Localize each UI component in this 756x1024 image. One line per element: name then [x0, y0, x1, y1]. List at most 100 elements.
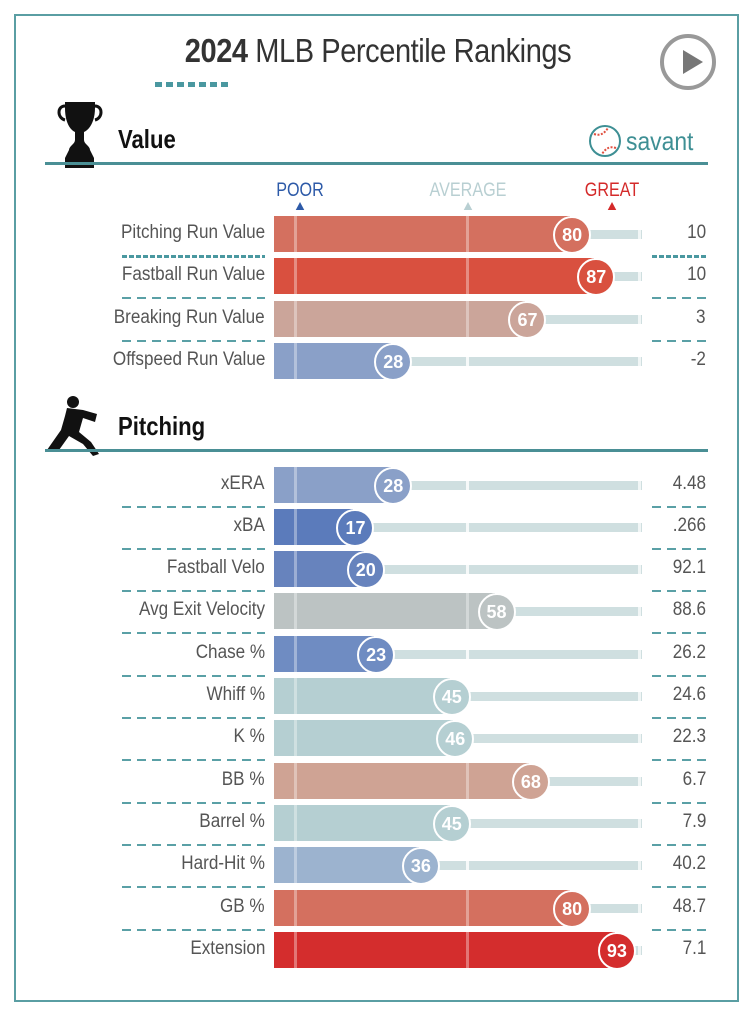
percentile-bar: [274, 847, 469, 883]
metric-label: Avg Exit Velocity: [138, 599, 265, 620]
percentile-badge[interactable]: 58: [477, 593, 516, 631]
metric-label: Chase %: [195, 642, 265, 663]
metric-row: 87 Fastball Run Value 10: [0, 258, 756, 296]
metric-row: 68 BB % 6.7: [0, 763, 756, 801]
row-separator: [122, 255, 265, 258]
metric-label: Hard-Hit %: [181, 853, 265, 874]
percentile-bar: [274, 678, 469, 714]
percentile-badge[interactable]: 23: [357, 636, 396, 674]
metric-row: 45 Barrel % 7.9: [0, 805, 756, 843]
percentile-bar: [274, 890, 571, 926]
row-separator: [122, 632, 265, 634]
metric-label: Whiff %: [206, 684, 265, 705]
metric-value: 10: [686, 264, 706, 285]
percentile-badge[interactable]: 80: [553, 890, 592, 928]
legend-poor-label: POOR: [276, 180, 324, 201]
row-separator: [652, 929, 708, 931]
row-separator: [122, 717, 265, 719]
row-separator: [652, 340, 708, 342]
row-separator: [652, 590, 708, 592]
metric-row: 80 Pitching Run Value 10: [0, 216, 756, 254]
metric-value: 4.48: [672, 473, 706, 494]
card-frame: [14, 14, 739, 1002]
row-separator: [652, 802, 708, 804]
row-separator: [122, 886, 265, 888]
title-underline: [155, 82, 230, 87]
row-separator: [122, 759, 265, 761]
page-title: 2024 MLB Percentile Rankings: [45, 32, 710, 70]
row-separator: [122, 929, 265, 931]
row-separator: [652, 548, 708, 550]
percentile-badge[interactable]: 28: [374, 343, 413, 381]
savant-logo: savant: [588, 124, 703, 158]
percentile-badge[interactable]: 45: [432, 805, 471, 843]
percentile-badge[interactable]: 87: [577, 258, 616, 296]
metric-value: 6.7: [682, 769, 706, 790]
percentile-badge[interactable]: 93: [597, 932, 636, 970]
metric-label: xERA: [221, 473, 265, 494]
row-separator: [122, 802, 265, 804]
metric-label: K %: [233, 726, 265, 747]
percentile-badge[interactable]: 80: [553, 216, 592, 254]
row-separator: [122, 590, 265, 592]
section-title-value: Value: [118, 124, 176, 154]
row-separator: [652, 297, 708, 299]
row-separator: [122, 297, 265, 299]
metric-label: BB %: [222, 769, 265, 790]
row-separator: [652, 675, 708, 677]
legend-great: GREAT: [561, 180, 663, 210]
row-separator: [122, 548, 265, 550]
percentile-badge[interactable]: 20: [346, 551, 385, 589]
percentile-bar: [274, 763, 529, 799]
row-separator: [122, 340, 265, 342]
metric-value: 24.6: [672, 684, 706, 705]
metric-value: 10: [686, 222, 706, 243]
metric-value: 92.1: [672, 557, 706, 578]
metric-row: 28 xERA 4.48: [0, 467, 756, 505]
pitcher-icon: [47, 396, 99, 456]
section-divider: [45, 162, 708, 165]
metric-row: 23 Chase % 26.2: [0, 636, 756, 674]
section-divider: [45, 449, 708, 452]
trophy-icon: [57, 102, 103, 168]
percentile-badge[interactable]: 17: [336, 509, 375, 547]
metric-label: Pitching Run Value: [120, 222, 265, 243]
row-separator: [652, 255, 708, 258]
metric-value: .266: [672, 515, 706, 536]
percentile-badge[interactable]: 36: [401, 847, 440, 885]
legend-average-label: AVERAGE: [429, 180, 507, 201]
metric-row: 46 K % 22.3: [0, 720, 756, 758]
metric-label: xBA: [233, 515, 265, 536]
metric-row: 93 Extension 7.1: [0, 932, 756, 970]
metric-row: 58 Avg Exit Velocity 88.6: [0, 593, 756, 631]
percentile-bar: [274, 932, 615, 968]
poor-marker-icon: [295, 202, 305, 210]
great-marker-icon: [607, 202, 617, 210]
metric-value: 26.2: [672, 642, 706, 663]
title-text: MLB Percentile Rankings: [255, 32, 572, 69]
metric-value: 22.3: [672, 726, 706, 747]
percentile-badge[interactable]: 45: [432, 678, 471, 716]
legend-poor: POOR: [249, 180, 351, 210]
row-separator: [652, 844, 708, 846]
percentile-bar: [274, 720, 469, 756]
row-separator: [652, 506, 708, 508]
percentile-badge[interactable]: 28: [374, 467, 413, 505]
row-separator: [122, 675, 265, 677]
section-title-pitching: Pitching: [118, 411, 206, 441]
row-separator: [652, 886, 708, 888]
metric-row: 45 Whiff % 24.6: [0, 678, 756, 716]
average-marker-icon: [463, 202, 473, 210]
metric-row: 20 Fastball Velo 92.1: [0, 551, 756, 589]
metric-label: GB %: [220, 896, 265, 917]
metric-row: 80 GB % 48.7: [0, 890, 756, 928]
percentile-badge[interactable]: 46: [436, 720, 475, 758]
metric-row: 17 xBA .266: [0, 509, 756, 547]
play-button[interactable]: [660, 34, 716, 90]
percentile-badge[interactable]: 68: [511, 763, 550, 801]
metric-value: 3: [696, 307, 706, 328]
percentile-badge[interactable]: 67: [508, 301, 547, 339]
percentile-bar: [274, 593, 495, 629]
metric-value: 88.6: [672, 599, 706, 620]
legend-great-label: GREAT: [584, 180, 640, 201]
